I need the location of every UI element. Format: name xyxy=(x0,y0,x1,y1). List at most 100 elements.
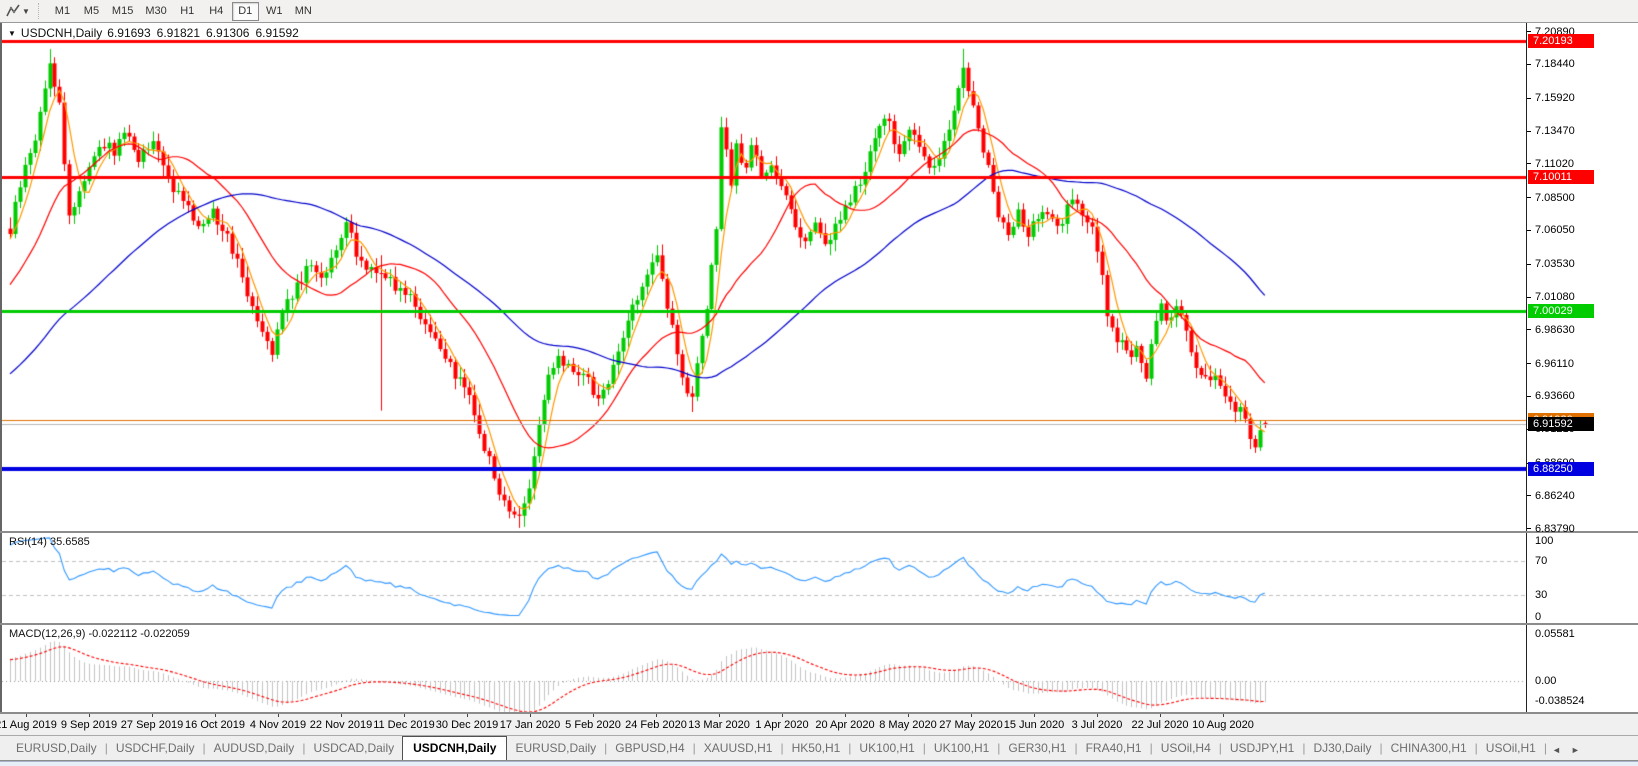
timeframe-button-m15[interactable]: M15 xyxy=(107,2,138,21)
crosshair-tool-icon[interactable] xyxy=(4,2,22,20)
timeframe-button-m30[interactable]: M30 xyxy=(140,2,171,21)
chart-tab-uk100-h1[interactable]: UK100,H1 xyxy=(859,741,915,755)
chart-tab-ger30-h1[interactable]: GER30,H1 xyxy=(1008,741,1067,755)
price-tick-mark xyxy=(1527,229,1531,231)
current-price-label: 6.91592 xyxy=(1528,417,1594,432)
tab-scroll-right-icon[interactable]: ► xyxy=(1570,745,1580,755)
price-axis: 7.20890 7.18440 7.15920 7.13470 7.11020 7.085… xyxy=(1526,23,1638,535)
date-label: 4 Nov 2019 xyxy=(249,719,307,731)
chart-dropdown-icon[interactable]: ▼ xyxy=(8,28,16,38)
price-tick-label: 6.98630 xyxy=(1535,323,1575,336)
ohlc-high: 6.91821 xyxy=(156,26,201,40)
date-tick xyxy=(593,714,594,717)
date-tick xyxy=(845,714,846,717)
price-line-label-7.20193: 7.20193 xyxy=(1528,33,1594,48)
timeframe-button-m5[interactable]: M5 xyxy=(78,2,105,21)
price-tick-mark xyxy=(1527,31,1531,33)
date-label: 20 Apr 2020 xyxy=(815,719,875,731)
chart-tab-usdjpy-h1[interactable]: USDJPY,H1 xyxy=(1229,741,1295,755)
date-label: 1 Apr 2020 xyxy=(755,719,809,731)
rsi-panel: RSI(14) 35.6585 100 70 30 0 xyxy=(0,533,1638,625)
price-tick-label: 7.08500 xyxy=(1535,191,1575,204)
chart-tab-bar: EURUSD,Daily | USDCHF,Daily | AUDUSD,Daily | U… xyxy=(0,736,1638,761)
price-tick-label: 7.01080 xyxy=(1535,291,1575,304)
date-tick xyxy=(908,714,909,717)
chart-tab-china300-h1[interactable]: CHINA300,H1 xyxy=(1390,741,1467,755)
price-line-label-7.10011: 7.10011 xyxy=(1528,170,1594,185)
timeframe-button-mn[interactable]: MN xyxy=(290,2,317,21)
chart-tab-xauusd-h1[interactable]: XAUUSD,H1 xyxy=(703,741,773,755)
chart-tab-eurusd-daily[interactable]: EURUSD,Daily xyxy=(16,741,97,755)
date-tick xyxy=(1160,714,1161,717)
date-tick xyxy=(404,714,405,717)
toolbar-separator xyxy=(37,3,43,19)
timeframe-button-h1[interactable]: H1 xyxy=(174,2,201,21)
date-label: 21 Aug 2019 xyxy=(0,719,57,731)
price-tick-label: 7.13470 xyxy=(1535,125,1575,137)
tab-scroll-left-icon[interactable]: ◄ xyxy=(1551,745,1561,755)
chart-tab-fra40-h1[interactable]: FRA40,H1 xyxy=(1085,741,1142,755)
date-axis: 21 Aug 2019 9 Sep 2019 27 Sep 2019 16 Oct 2… xyxy=(0,714,1638,736)
ohlc-low: 6.91306 xyxy=(206,26,250,40)
chart-tab-usoil-h1[interactable]: USOil,H1 xyxy=(1485,741,1536,755)
price-tick-mark xyxy=(1527,263,1531,265)
chart-tab-uk100-h1[interactable]: UK100,H1 xyxy=(933,741,990,755)
price-tick-mark xyxy=(1527,528,1531,530)
timeframe-button-m1[interactable]: M1 xyxy=(49,2,76,21)
timeframe-button-w1[interactable]: W1 xyxy=(261,2,288,21)
timeframe-button-h4[interactable]: H4 xyxy=(203,2,230,21)
chart-tab-usoil-h4[interactable]: USOil,H4 xyxy=(1160,741,1211,755)
chart-tab-dj30-daily[interactable]: DJ30,Daily xyxy=(1313,741,1372,755)
chart-window: ▼ USDCNH,Daily 6.91693 6.91821 6.91306 6… xyxy=(0,23,1638,766)
date-label: 13 Mar 2020 xyxy=(688,719,750,731)
tab-separator: | xyxy=(104,741,108,755)
chart-tab-usdchf-daily[interactable]: USDCHF,Daily xyxy=(115,741,195,755)
chart-tab-eurusd-daily[interactable]: EURUSD,Daily xyxy=(515,741,597,755)
date-label: 30 Dec 2019 xyxy=(435,719,499,731)
date-tick xyxy=(467,714,468,717)
date-tick xyxy=(341,714,342,717)
price-tick-label: 6.86240 xyxy=(1535,489,1575,502)
date-tick xyxy=(278,714,279,717)
chart-tab-audusd-daily[interactable]: AUDUSD,Daily xyxy=(213,741,295,755)
price-tick-mark xyxy=(1527,163,1531,165)
date-tick xyxy=(152,714,153,717)
chart-tab-usdcad-daily[interactable]: USDCAD,Daily xyxy=(313,741,395,755)
date-label: 22 Nov 2019 xyxy=(309,719,373,731)
date-tick xyxy=(26,714,27,717)
date-label: 3 Jul 2020 xyxy=(1071,719,1123,731)
tool-dropdown-caret[interactable]: ▼ xyxy=(22,6,30,16)
price-tick-mark xyxy=(1527,395,1531,397)
tab-separator: | xyxy=(848,741,852,755)
macd-axis: 0.05581 0.00 -0.038524 xyxy=(1526,625,1638,712)
chart-ohlc-header: ▼ USDCNH,Daily 6.91693 6.91821 6.91306 6… xyxy=(8,26,299,40)
timeframe-button-group: M1 M5 M15 M30 H1 H4 D1 W1 MN xyxy=(48,1,318,21)
rsi-label: RSI(14) 35.6585 xyxy=(9,536,90,548)
date-label: 24 Feb 2020 xyxy=(625,719,687,731)
ohlc-open: 6.91693 xyxy=(107,26,151,40)
chart-tab-hk50-h1[interactable]: HK50,H1 xyxy=(791,741,841,755)
date-label: 15 Jun 2020 xyxy=(1003,719,1065,731)
chart-tab-usdcnh-daily[interactable]: USDCNH,Daily xyxy=(402,736,508,760)
price-line-label-7.00029: 7.00029 xyxy=(1528,304,1594,319)
rsi-axis-label-0: 0 xyxy=(1535,611,1542,623)
main-chart-canvas[interactable] xyxy=(2,23,1526,531)
rsi-axis-label-100: 100 xyxy=(1535,535,1554,547)
date-label: 10 Aug 2020 xyxy=(1192,719,1254,731)
crosshair-glyph xyxy=(6,4,20,17)
date-label: 16 Oct 2019 xyxy=(185,719,245,731)
date-label: 11 Dec 2019 xyxy=(373,719,435,731)
price-tick-mark xyxy=(1527,63,1531,65)
price-tick-label: 7.15920 xyxy=(1535,92,1575,105)
date-tick xyxy=(1034,714,1035,717)
macd-label: MACD(12,26,9) -0.022112 -0.022059 xyxy=(9,628,190,640)
price-tick-label: 7.03530 xyxy=(1535,258,1575,271)
date-label: 5 Feb 2020 xyxy=(565,719,621,731)
main-chart-panel: ▼ USDCNH,Daily 6.91693 6.91821 6.91306 6… xyxy=(0,23,1638,535)
chart-tab-gbpusd-h4[interactable]: GBPUSD,H4 xyxy=(615,741,685,755)
tab-separator: | xyxy=(780,741,784,755)
timeframe-button-d1[interactable]: D1 xyxy=(231,1,259,21)
ohlc-values: 6.91693 6.91821 6.91306 6.91592 xyxy=(107,26,299,40)
toolbar: ▼ M1 M5 M15 M30 H1 H4 D1 W1 MN xyxy=(0,0,1638,23)
tab-separator: | xyxy=(1149,741,1153,755)
